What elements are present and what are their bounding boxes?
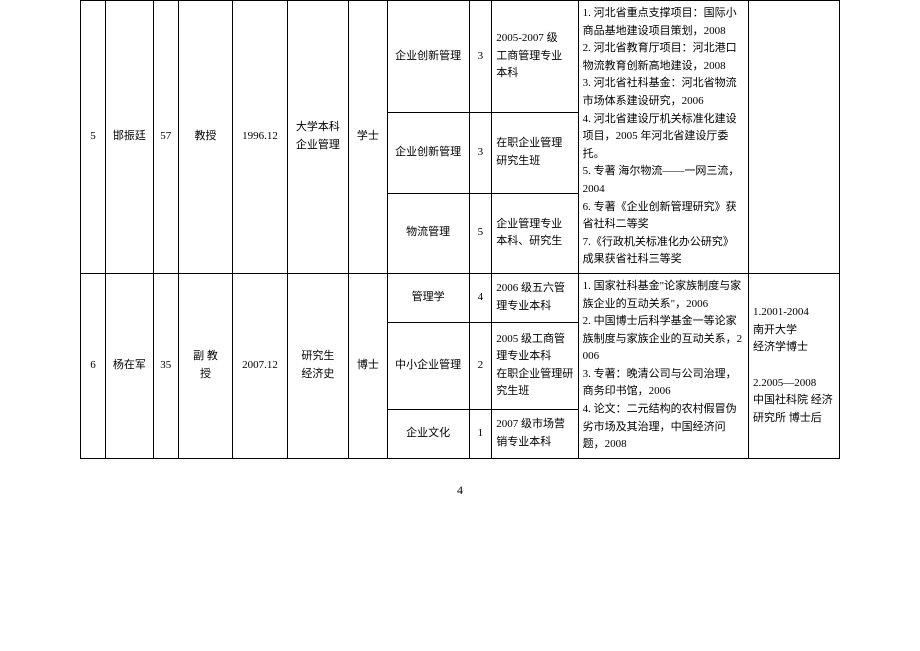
cell-degree: 博士 (349, 273, 388, 458)
cell-date: 2007.12 (233, 273, 288, 458)
cell-id: 6 (81, 273, 106, 458)
cell-num: 1 (469, 410, 492, 459)
cell-class: 2006 级五六管理专业本科 (492, 273, 578, 322)
table-row: 6杨在军35副 教授2007.12研究生经济史博士管理学42006 级五六管理专… (81, 273, 840, 322)
cell-name: 邯振廷 (105, 1, 153, 274)
cell-num: 3 (469, 1, 492, 113)
cell-course: 管理学 (387, 273, 469, 322)
cell-num: 5 (469, 193, 492, 273)
cell-pubs: 1. 国家社科基金"论家族制度与家族企业的互动关系"，20062. 中国博士后科… (578, 273, 748, 458)
cell-notes (749, 1, 840, 274)
cell-course: 中小企业管理 (387, 322, 469, 410)
cell-course: 物流管理 (387, 193, 469, 273)
cell-notes: 1.2001-2004南开大学经济学博士2.2005—2008中国社科院 经济研… (749, 273, 840, 458)
cell-course: 企业创新管理 (387, 113, 469, 193)
cell-name: 杨在军 (105, 273, 153, 458)
page-number: 4 (80, 483, 840, 498)
cell-age: 57 (153, 1, 178, 274)
cell-class: 2007 级市场营销专业本科 (492, 410, 578, 459)
table-row: 5邯振廷57教授1996.12大学本科企业管理学士企业创新管理32005-200… (81, 1, 840, 113)
cell-edu: 大学本科企业管理 (287, 1, 348, 274)
cell-class: 在职企业管理研究生班 (492, 113, 578, 193)
cell-edu: 研究生经济史 (287, 273, 348, 458)
cell-num: 4 (469, 273, 492, 322)
cell-age: 35 (153, 273, 178, 458)
faculty-table: 5邯振廷57教授1996.12大学本科企业管理学士企业创新管理32005-200… (80, 0, 840, 459)
cell-title: 副 教授 (178, 273, 233, 458)
cell-class: 2005 级工商管理专业本科在职企业管理研究生班 (492, 322, 578, 410)
cell-course: 企业文化 (387, 410, 469, 459)
cell-degree: 学士 (349, 1, 388, 274)
cell-title: 教授 (178, 1, 233, 274)
cell-num: 3 (469, 113, 492, 193)
cell-course: 企业创新管理 (387, 1, 469, 113)
cell-class: 企业管理专业本科、研究生 (492, 193, 578, 273)
cell-pubs: 1. 河北省重点支撑项目：国际小商品基地建设项目策划，20082. 河北省教育厅… (578, 1, 748, 274)
cell-date: 1996.12 (233, 1, 288, 274)
cell-num: 2 (469, 322, 492, 410)
cell-id: 5 (81, 1, 106, 274)
cell-class: 2005-2007 级工商管理专业本科 (492, 1, 578, 113)
